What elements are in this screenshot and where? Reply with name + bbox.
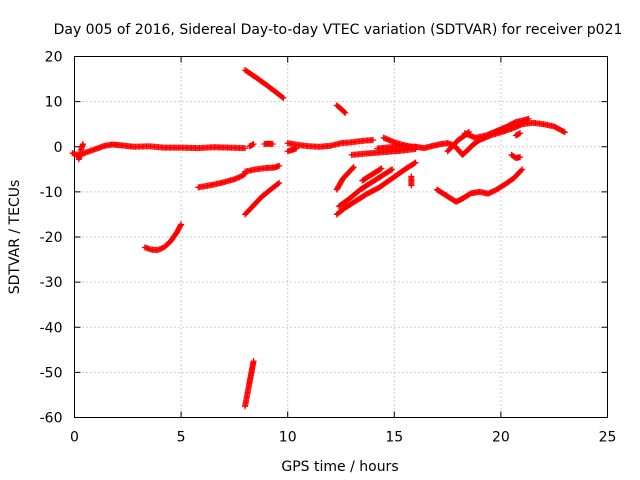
data-point	[560, 128, 567, 135]
data-series	[508, 151, 524, 162]
data-point	[250, 141, 257, 148]
y-tick-label: -50	[40, 365, 63, 381]
data-point	[269, 141, 276, 148]
data-point	[280, 95, 287, 102]
data-series	[246, 141, 257, 150]
data-series	[359, 165, 385, 184]
data-point	[178, 221, 185, 228]
x-axis-label: GPS time / hours	[281, 459, 398, 475]
data-points	[69, 67, 568, 410]
data-series	[75, 141, 87, 163]
data-point	[250, 358, 257, 365]
y-tick-label: -40	[40, 320, 63, 336]
grid-lines	[74, 56, 608, 418]
data-series	[141, 221, 185, 254]
data-point	[177, 222, 184, 229]
y-tick-label: 0	[54, 140, 63, 156]
data-series	[242, 358, 257, 410]
data-series	[261, 140, 276, 148]
data-point	[517, 154, 524, 161]
data-point	[80, 141, 87, 148]
data-series	[374, 143, 419, 152]
data-series	[284, 145, 300, 155]
data-series	[333, 102, 349, 116]
data-series	[512, 130, 524, 139]
x-tick-label: 20	[492, 430, 510, 446]
data-series	[412, 119, 568, 158]
chart-title: Day 005 of 2016, Sidereal Day-to-day VTE…	[54, 22, 623, 38]
y-tick-label: -20	[40, 230, 63, 246]
data-series	[335, 166, 396, 210]
data-point	[279, 94, 286, 101]
data-point	[408, 182, 415, 189]
y-tick-label: 10	[45, 95, 63, 111]
data-series	[284, 136, 376, 150]
y-tick-label: -10	[40, 185, 63, 201]
data-point	[275, 180, 282, 187]
data-series	[242, 179, 283, 218]
data-series	[242, 162, 283, 175]
data-point	[412, 159, 419, 166]
y-tick-label: -60	[40, 411, 63, 427]
data-series	[433, 166, 526, 205]
data-point	[388, 166, 395, 173]
data-point	[276, 162, 283, 169]
x-tick-label: 0	[70, 430, 79, 446]
data-point	[389, 166, 396, 173]
x-tick-label: 5	[177, 430, 186, 446]
data-point	[525, 115, 532, 122]
data-series	[69, 141, 249, 159]
data-point	[342, 109, 349, 116]
data-point	[350, 164, 357, 171]
data-point	[518, 167, 525, 174]
x-tick-label: 10	[279, 430, 297, 446]
data-series	[333, 159, 419, 218]
x-tick-label: 15	[385, 430, 403, 446]
data-series	[461, 115, 532, 141]
data-series	[242, 67, 287, 102]
axis-ticks: 0 5 10 15 20 25 -60 -50 -40 -30 -20 -10 0 10 20	[40, 50, 617, 446]
data-point	[276, 179, 283, 186]
y-tick-label: 20	[45, 50, 63, 66]
data-series	[195, 170, 249, 191]
data-point	[411, 160, 418, 167]
data-point	[341, 109, 348, 116]
y-axis-label: SDTVAR / TECUs	[7, 180, 23, 295]
data-point	[377, 166, 384, 173]
data-point	[242, 145, 249, 152]
data-series	[333, 164, 357, 193]
data-point	[240, 171, 247, 178]
data-point	[369, 136, 376, 143]
data-series	[444, 128, 472, 155]
data-series	[408, 173, 415, 189]
data-point	[249, 141, 256, 148]
data-point	[293, 145, 300, 152]
data-point	[561, 129, 568, 136]
data-point	[519, 166, 526, 173]
y-tick-label: -30	[40, 275, 63, 291]
data-point	[378, 165, 385, 172]
data-point	[517, 130, 524, 137]
data-point	[349, 164, 356, 171]
x-tick-label: 25	[599, 430, 617, 446]
